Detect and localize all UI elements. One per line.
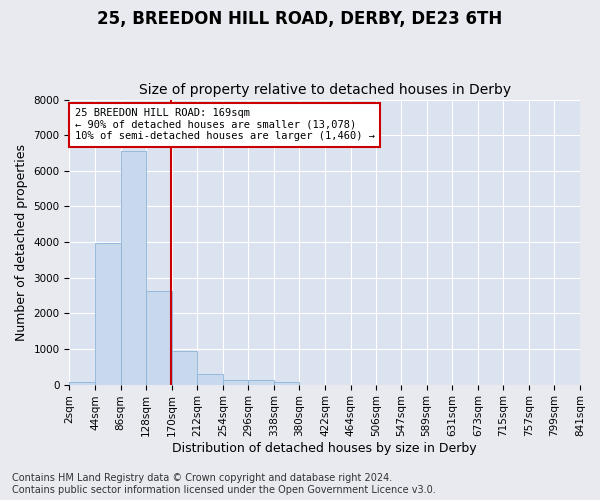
Text: 25 BREEDON HILL ROAD: 169sqm
← 90% of detached houses are smaller (13,078)
10% o: 25 BREEDON HILL ROAD: 169sqm ← 90% of de… bbox=[74, 108, 374, 142]
Title: Size of property relative to detached houses in Derby: Size of property relative to detached ho… bbox=[139, 83, 511, 97]
Bar bbox=[95, 243, 121, 384]
Bar bbox=[121, 151, 146, 384]
X-axis label: Distribution of detached houses by size in Derby: Distribution of detached houses by size … bbox=[172, 442, 477, 455]
Bar bbox=[70, 382, 95, 384]
Bar bbox=[248, 380, 274, 384]
Bar bbox=[274, 382, 299, 384]
Text: Contains HM Land Registry data © Crown copyright and database right 2024.
Contai: Contains HM Land Registry data © Crown c… bbox=[12, 474, 436, 495]
Text: 25, BREEDON HILL ROAD, DERBY, DE23 6TH: 25, BREEDON HILL ROAD, DERBY, DE23 6TH bbox=[97, 10, 503, 28]
Bar bbox=[146, 291, 172, 384]
Y-axis label: Number of detached properties: Number of detached properties bbox=[15, 144, 28, 340]
Bar bbox=[223, 380, 248, 384]
Bar bbox=[172, 350, 197, 384]
Bar bbox=[197, 374, 223, 384]
